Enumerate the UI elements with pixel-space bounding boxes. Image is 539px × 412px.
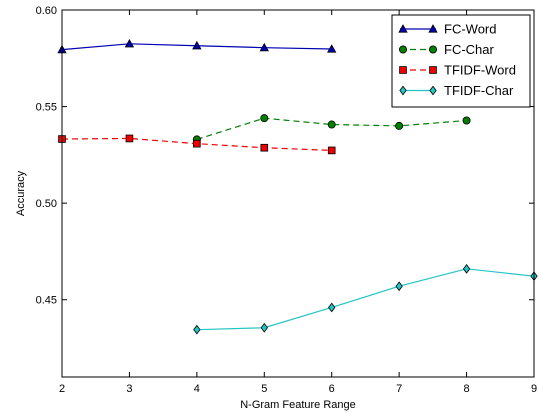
legend-label: FC-Char bbox=[444, 42, 495, 57]
series-tfidf-char bbox=[193, 263, 538, 335]
legend-marker bbox=[398, 45, 407, 54]
data-point bbox=[260, 322, 268, 333]
x-tick-label: 2 bbox=[59, 383, 65, 395]
x-tick-label: 5 bbox=[261, 383, 267, 395]
data-point bbox=[192, 40, 202, 50]
legend-marker bbox=[428, 45, 437, 54]
data-point bbox=[259, 42, 269, 52]
x-axis-label: N-Gram Feature Range bbox=[240, 399, 356, 411]
data-point bbox=[193, 324, 201, 335]
legend-marker bbox=[399, 85, 407, 96]
y-axis-label: Accuracy bbox=[15, 170, 27, 216]
legend-label: FC-Word bbox=[444, 22, 496, 37]
x-tick-label: 6 bbox=[329, 383, 335, 395]
data-point bbox=[327, 120, 336, 129]
data-point bbox=[125, 134, 134, 143]
series-fc-word bbox=[57, 38, 337, 54]
data-point bbox=[327, 44, 337, 53]
series-line bbox=[196, 268, 535, 331]
x-tick-label: 3 bbox=[126, 383, 132, 395]
data-point bbox=[462, 263, 471, 274]
legend-marker bbox=[429, 66, 437, 74]
data-point bbox=[395, 281, 403, 292]
x-tick-label: 4 bbox=[194, 383, 200, 395]
legend-label: TFIDF-Char bbox=[444, 83, 514, 98]
data-point bbox=[260, 143, 269, 152]
series-fc-char bbox=[192, 114, 471, 144]
data-point bbox=[327, 146, 336, 155]
x-tick-label: 8 bbox=[464, 383, 470, 395]
legend-marker bbox=[399, 66, 407, 74]
x-tick-label: 7 bbox=[396, 383, 402, 395]
data-point bbox=[462, 116, 471, 125]
legend-item: TFIDF-Char bbox=[399, 83, 514, 98]
plot-frame bbox=[61, 9, 535, 378]
series-layer bbox=[57, 38, 538, 335]
y-tick-label: 0.55 bbox=[36, 102, 57, 114]
legend-item: TFIDF-Word bbox=[399, 63, 516, 78]
data-point bbox=[395, 121, 404, 130]
x-tick-label: 9 bbox=[531, 383, 537, 395]
y-tick-label: 0.45 bbox=[36, 295, 57, 307]
legend-item: FC-Char bbox=[398, 42, 495, 57]
legend: FC-Word FC-Char TFIDF-Word TFIDF-Char bbox=[391, 14, 531, 108]
legend-label: TFIDF-Word bbox=[444, 63, 516, 78]
y-tick-label: 0.60 bbox=[36, 5, 57, 17]
legend-marker bbox=[429, 85, 437, 96]
data-point bbox=[124, 38, 135, 48]
ticks-layer: 2 3 4 5 6 7 8 9 0.45 0.50 0.55 0.60 bbox=[36, 5, 537, 395]
data-point bbox=[260, 114, 269, 123]
legend-marker bbox=[398, 24, 408, 33]
legend-marker bbox=[428, 24, 438, 33]
data-point bbox=[328, 302, 336, 313]
labels-layer: N-Gram Feature Range Accuracy bbox=[15, 170, 356, 411]
data-point bbox=[193, 139, 201, 148]
legend-box bbox=[391, 14, 531, 108]
legend-item: FC-Word bbox=[398, 22, 496, 37]
y-tick-label: 0.50 bbox=[36, 198, 57, 210]
